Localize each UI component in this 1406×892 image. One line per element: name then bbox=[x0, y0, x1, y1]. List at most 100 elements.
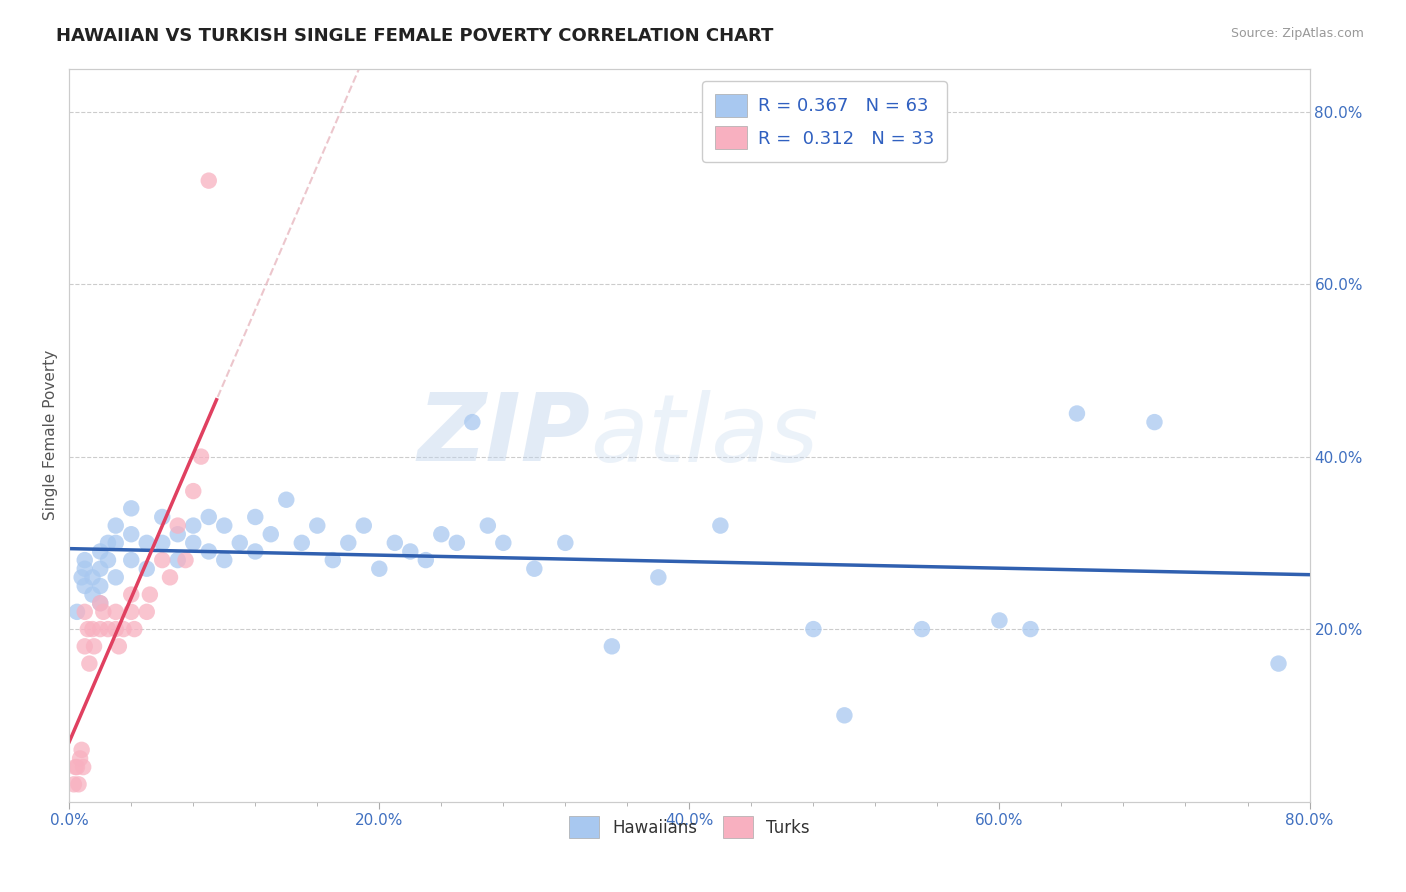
Point bbox=[1019, 622, 1042, 636]
Point bbox=[353, 518, 375, 533]
Point bbox=[446, 536, 468, 550]
Y-axis label: Single Female Poverty: Single Female Poverty bbox=[44, 350, 58, 520]
Point bbox=[415, 553, 437, 567]
Point bbox=[112, 622, 135, 636]
Point bbox=[166, 553, 188, 567]
Point bbox=[135, 562, 157, 576]
Point bbox=[245, 544, 267, 558]
Point bbox=[477, 518, 499, 533]
Point bbox=[120, 501, 142, 516]
Point bbox=[89, 562, 111, 576]
Point bbox=[73, 553, 96, 567]
Text: atlas: atlas bbox=[591, 390, 818, 481]
Point bbox=[65, 760, 87, 774]
Point bbox=[174, 553, 197, 567]
Point bbox=[181, 536, 204, 550]
Point bbox=[709, 518, 731, 533]
Point bbox=[66, 760, 89, 774]
Point bbox=[181, 518, 204, 533]
Point bbox=[83, 640, 105, 654]
Point bbox=[104, 622, 127, 636]
Point bbox=[82, 570, 104, 584]
Point bbox=[89, 596, 111, 610]
Point bbox=[91, 605, 114, 619]
Point bbox=[120, 588, 142, 602]
Point bbox=[70, 743, 93, 757]
Point bbox=[214, 553, 236, 567]
Point bbox=[135, 605, 157, 619]
Point bbox=[1143, 415, 1166, 429]
Point bbox=[150, 553, 173, 567]
Point bbox=[911, 622, 934, 636]
Point bbox=[63, 777, 86, 791]
Point bbox=[82, 622, 104, 636]
Point bbox=[120, 605, 142, 619]
Point bbox=[73, 605, 96, 619]
Point bbox=[120, 527, 142, 541]
Point bbox=[79, 657, 101, 671]
Point bbox=[197, 510, 219, 524]
Point bbox=[67, 777, 90, 791]
Text: HAWAIIAN VS TURKISH SINGLE FEMALE POVERTY CORRELATION CHART: HAWAIIAN VS TURKISH SINGLE FEMALE POVERT… bbox=[56, 27, 773, 45]
Point bbox=[322, 553, 344, 567]
Point bbox=[97, 536, 120, 550]
Point bbox=[70, 570, 93, 584]
Point bbox=[291, 536, 314, 550]
Text: Source: ZipAtlas.com: Source: ZipAtlas.com bbox=[1230, 27, 1364, 40]
Text: ZIP: ZIP bbox=[418, 389, 591, 481]
Point bbox=[89, 622, 111, 636]
Point bbox=[988, 614, 1011, 628]
Legend: Hawaiians, Turks: Hawaiians, Turks bbox=[562, 810, 817, 845]
Point bbox=[166, 527, 188, 541]
Point bbox=[72, 760, 94, 774]
Point bbox=[384, 536, 406, 550]
Point bbox=[647, 570, 669, 584]
Point bbox=[229, 536, 252, 550]
Point bbox=[89, 544, 111, 558]
Point bbox=[197, 544, 219, 558]
Point bbox=[368, 562, 391, 576]
Point bbox=[1066, 407, 1088, 421]
Point bbox=[834, 708, 856, 723]
Point bbox=[159, 570, 181, 584]
Point bbox=[150, 510, 173, 524]
Point bbox=[124, 622, 146, 636]
Point bbox=[1267, 657, 1289, 671]
Point bbox=[260, 527, 283, 541]
Point bbox=[89, 579, 111, 593]
Point bbox=[139, 588, 162, 602]
Point bbox=[245, 510, 267, 524]
Point bbox=[492, 536, 515, 550]
Point bbox=[307, 518, 329, 533]
Point bbox=[108, 640, 131, 654]
Point bbox=[197, 174, 219, 188]
Point bbox=[600, 640, 623, 654]
Point bbox=[523, 562, 546, 576]
Point bbox=[337, 536, 360, 550]
Point bbox=[803, 622, 825, 636]
Point bbox=[181, 484, 204, 499]
Point bbox=[76, 622, 98, 636]
Point bbox=[430, 527, 453, 541]
Point bbox=[104, 518, 127, 533]
Point bbox=[66, 605, 89, 619]
Point bbox=[82, 588, 104, 602]
Point bbox=[166, 518, 188, 533]
Point bbox=[97, 553, 120, 567]
Point bbox=[73, 640, 96, 654]
Point bbox=[135, 536, 157, 550]
Point bbox=[554, 536, 576, 550]
Point bbox=[461, 415, 484, 429]
Point bbox=[69, 751, 91, 765]
Point bbox=[89, 596, 111, 610]
Point bbox=[120, 553, 142, 567]
Point bbox=[97, 622, 120, 636]
Point bbox=[104, 570, 127, 584]
Point bbox=[150, 536, 173, 550]
Point bbox=[104, 605, 127, 619]
Point bbox=[276, 492, 298, 507]
Point bbox=[104, 536, 127, 550]
Point bbox=[73, 579, 96, 593]
Point bbox=[399, 544, 422, 558]
Point bbox=[73, 562, 96, 576]
